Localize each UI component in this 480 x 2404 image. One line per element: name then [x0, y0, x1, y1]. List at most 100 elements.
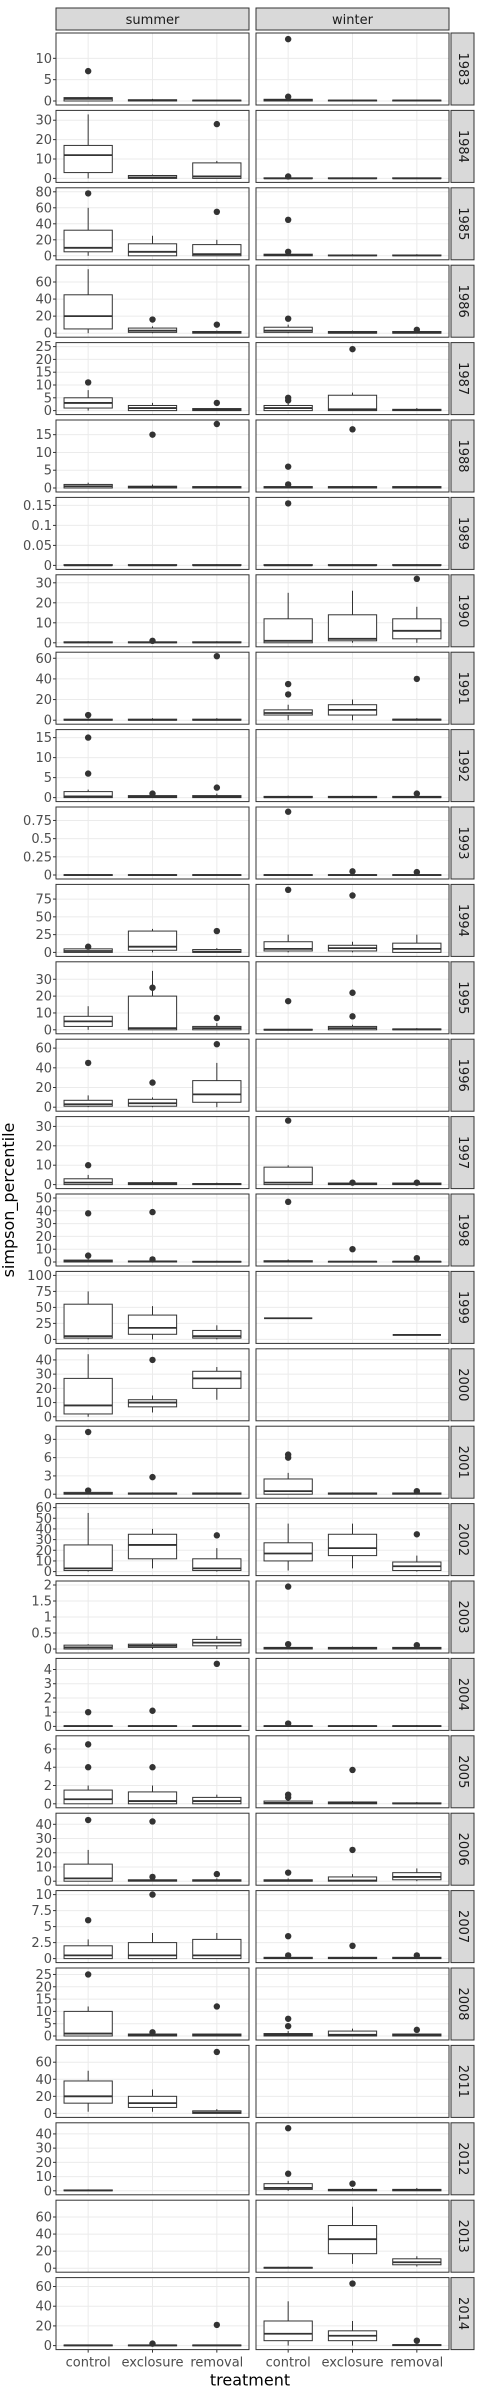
- y-tick-label-2008: 5: [44, 2017, 52, 2032]
- row-strip-1997: [450, 1116, 475, 1190]
- row-strip-label-1992: 1992: [455, 749, 470, 782]
- outlier-1997-winter-removal: [413, 1179, 421, 1186]
- panel-border-1997-winter: [255, 1116, 450, 1190]
- outlier-1998-winter-removal: [413, 1254, 421, 1262]
- panel-border-2011-winter: [255, 2044, 450, 2118]
- y-tick-label-2013: 0: [44, 2262, 52, 2277]
- outlier-1996-summer-exclosure: [149, 1079, 156, 1086]
- panel-border-2008-summer: [55, 1967, 250, 2041]
- row-strip-2008: [450, 1967, 475, 2041]
- x-tick-label-control: control: [266, 2356, 311, 2371]
- outlier-1997-summer-control: [84, 1162, 92, 1169]
- box-2002-summer-removal: [192, 1558, 242, 1572]
- outlier-1995-winter-exclosure: [349, 1013, 356, 1020]
- panel-border-2003-winter: [255, 1580, 450, 1654]
- panel-border-2011-summer: [55, 2044, 250, 2118]
- outlier-1998-summer-exclosure: [149, 1208, 156, 1216]
- x-tick-label-control: control: [66, 2356, 111, 2371]
- row-strip-label-2013: 2013: [455, 2220, 470, 2253]
- outlier-2001-winter-control: [284, 1454, 292, 1461]
- y-tick-label-2000: 30: [35, 1368, 52, 1383]
- outlier-1995-summer-exclosure: [149, 984, 156, 991]
- panel-border-1986-winter: [255, 264, 450, 338]
- box-1987-winter-exclosure: [327, 394, 378, 412]
- box-2002-winter-exclosure: [327, 1533, 378, 1557]
- box-1999-summer-exclosure: [127, 1314, 178, 1335]
- y-tick-label-1991: 40: [35, 672, 52, 687]
- row-strip-label-2000: 2000: [455, 1368, 470, 1401]
- row-strip-1983: [450, 32, 475, 106]
- row-strip-label-2005: 2005: [455, 1755, 470, 1788]
- y-tick-label-2002: 50: [35, 1512, 52, 1527]
- y-tick-label-1984: 30: [35, 114, 52, 129]
- outlier-1988-summer-removal: [213, 420, 221, 428]
- box-1984-summer-removal: [192, 162, 242, 179]
- y-tick-label-1993: 0.25: [23, 850, 52, 865]
- panel-border-1994-summer: [55, 883, 250, 957]
- y-tick-label-1992: 0: [44, 791, 52, 806]
- y-tick-label-2008: 0: [44, 2030, 52, 2045]
- panel-border-1983-summer: [55, 32, 250, 106]
- outlier-1985-summer-removal: [213, 208, 221, 215]
- y-tick-label-1989: 0.1: [31, 519, 52, 534]
- box-2011-summer-control: [63, 2080, 113, 2104]
- y-tick-label-1989: 0: [44, 559, 52, 574]
- row-strip-1988: [450, 419, 475, 493]
- outlier-1998-summer-exclosure: [149, 1256, 156, 1263]
- outlier-2001-winter-removal: [413, 1487, 421, 1495]
- y-tick-label-1987: 10: [35, 379, 52, 394]
- y-tick-label-2001: 6: [44, 1451, 52, 1466]
- y-tick-label-2004: 0: [44, 1720, 52, 1735]
- outlier-1996-summer-control: [84, 1059, 92, 1067]
- panel-border-2000-winter: [255, 1348, 450, 1422]
- outlier-1991-winter-control: [284, 680, 292, 688]
- y-tick-label-2005: 2: [44, 1779, 52, 1794]
- row-strip-1992: [450, 729, 475, 803]
- y-tick-label-2007: 0: [44, 1952, 52, 1967]
- outlier-1986-winter-removal: [413, 326, 421, 333]
- panel-border-2006-winter: [255, 1812, 450, 1886]
- box-1997-summer-control: [63, 1178, 113, 1186]
- row-strip-2004: [450, 1657, 475, 1731]
- y-tick-label-2013: 20: [35, 2245, 52, 2260]
- y-tick-label-2012: 0: [44, 2184, 52, 2199]
- outlier-1995-winter-control: [284, 997, 292, 1005]
- y-tick-label-2002: 60: [35, 1501, 52, 1516]
- row-strip-1986: [450, 264, 475, 338]
- panel-border-1985-winter: [255, 187, 450, 261]
- outlier-1988-winter-control: [284, 463, 292, 470]
- y-tick-label-1994: 75: [35, 893, 52, 908]
- outlier-2006-winter-control: [284, 1869, 292, 1876]
- y-tick-label-2011: 40: [35, 2073, 52, 2088]
- y-tick-label-1996: 20: [35, 1081, 52, 1096]
- outlier-1996-summer-removal: [213, 1040, 221, 1048]
- outlier-2006-summer-exclosure: [149, 1818, 156, 1825]
- outlier-2002-winter-removal: [413, 1531, 421, 1538]
- y-tick-label-1986: 40: [35, 293, 52, 308]
- y-tick-label-1983: 5: [44, 73, 52, 88]
- y-tick-label-2006: 20: [35, 1846, 52, 1861]
- panel-border-1998-summer: [55, 1193, 250, 1267]
- row-strip-label-1999: 1999: [455, 1291, 470, 1324]
- outlier-1987-summer-removal: [213, 399, 221, 407]
- row-strip-1993: [450, 806, 475, 880]
- row-strip-label-2002: 2002: [455, 1523, 470, 1556]
- box-2011-summer-exclosure: [127, 2095, 178, 2108]
- y-tick-label-2008: 25: [35, 1968, 52, 1983]
- outlier-2001-summer-exclosure: [149, 1473, 156, 1481]
- y-tick-label-2007: 2.5: [31, 1936, 52, 1951]
- y-tick-label-1985: 20: [35, 233, 52, 248]
- y-tick-label-2004: 4: [44, 1663, 52, 1678]
- y-tick-label-2002: 40: [35, 1522, 52, 1537]
- y-tick-label-1987: 25: [35, 340, 52, 355]
- row-strip-2007: [450, 1890, 475, 1964]
- box-2008-summer-control: [63, 2010, 113, 2037]
- row-strip-label-1984: 1984: [455, 130, 470, 163]
- box-1996-summer-control: [63, 1099, 113, 1107]
- y-tick-label-2006: 0: [44, 1875, 52, 1890]
- box-2005-summer-control: [63, 1789, 113, 1805]
- row-strip-2000: [450, 1348, 475, 1422]
- outlier-2011-summer-removal: [213, 2048, 221, 2056]
- row-strip-label-1990: 1990: [455, 594, 470, 627]
